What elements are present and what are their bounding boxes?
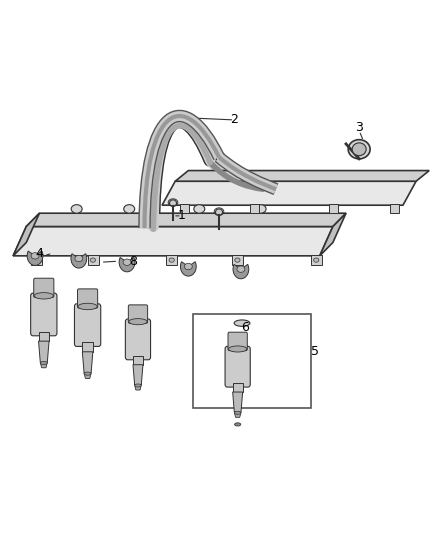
Polygon shape: [39, 341, 49, 362]
Ellipse shape: [40, 361, 47, 365]
Text: 4: 4: [35, 247, 43, 260]
Ellipse shape: [170, 200, 177, 206]
Wedge shape: [71, 254, 87, 268]
Bar: [233, 383, 243, 392]
Bar: [328, 204, 338, 213]
Ellipse shape: [169, 258, 174, 262]
Bar: [166, 255, 177, 265]
Polygon shape: [175, 171, 429, 181]
Bar: [31, 255, 42, 265]
Polygon shape: [84, 373, 91, 378]
Ellipse shape: [129, 319, 147, 325]
Ellipse shape: [215, 209, 223, 215]
Ellipse shape: [314, 258, 319, 262]
Text: 2: 2: [230, 114, 238, 126]
Bar: [88, 255, 99, 265]
Polygon shape: [134, 385, 141, 390]
Polygon shape: [162, 181, 416, 205]
Ellipse shape: [124, 205, 134, 213]
Ellipse shape: [234, 411, 241, 414]
Ellipse shape: [90, 258, 95, 262]
Ellipse shape: [352, 143, 366, 156]
FancyBboxPatch shape: [74, 304, 101, 346]
Ellipse shape: [235, 423, 241, 426]
Ellipse shape: [235, 258, 240, 262]
Polygon shape: [13, 213, 39, 256]
FancyBboxPatch shape: [228, 332, 247, 351]
Ellipse shape: [75, 255, 83, 262]
Ellipse shape: [71, 205, 82, 213]
Bar: [39, 332, 49, 341]
Ellipse shape: [33, 258, 39, 262]
Polygon shape: [234, 413, 241, 417]
Ellipse shape: [134, 384, 141, 387]
Wedge shape: [233, 264, 249, 279]
FancyBboxPatch shape: [78, 289, 98, 308]
Polygon shape: [320, 213, 346, 256]
Ellipse shape: [31, 253, 39, 259]
Ellipse shape: [78, 303, 97, 310]
Ellipse shape: [123, 259, 131, 265]
Wedge shape: [180, 262, 196, 276]
Bar: [250, 204, 259, 213]
Bar: [311, 255, 322, 265]
Polygon shape: [133, 365, 143, 385]
FancyBboxPatch shape: [225, 346, 250, 387]
Ellipse shape: [229, 346, 247, 352]
Bar: [193, 314, 311, 408]
Polygon shape: [13, 227, 333, 256]
Bar: [390, 204, 399, 213]
FancyBboxPatch shape: [128, 305, 148, 323]
Ellipse shape: [234, 320, 250, 326]
Text: 1: 1: [178, 209, 186, 222]
Ellipse shape: [348, 140, 370, 159]
Ellipse shape: [34, 293, 53, 299]
Polygon shape: [82, 352, 93, 373]
Ellipse shape: [184, 263, 192, 270]
Text: 6: 6: [241, 321, 249, 334]
Bar: [82, 342, 93, 352]
Polygon shape: [26, 213, 346, 227]
Ellipse shape: [255, 205, 266, 213]
Bar: [180, 204, 189, 213]
Text: 5: 5: [311, 345, 319, 358]
FancyBboxPatch shape: [31, 293, 57, 336]
FancyBboxPatch shape: [34, 278, 54, 297]
Bar: [133, 356, 143, 365]
Polygon shape: [233, 392, 243, 413]
Polygon shape: [40, 362, 47, 368]
Text: 3: 3: [355, 122, 363, 134]
Ellipse shape: [237, 266, 245, 272]
Bar: [232, 255, 243, 265]
Ellipse shape: [194, 205, 205, 213]
Text: 8: 8: [130, 255, 138, 268]
Wedge shape: [27, 251, 43, 265]
Ellipse shape: [84, 372, 91, 375]
Wedge shape: [119, 257, 135, 272]
FancyBboxPatch shape: [125, 319, 151, 360]
